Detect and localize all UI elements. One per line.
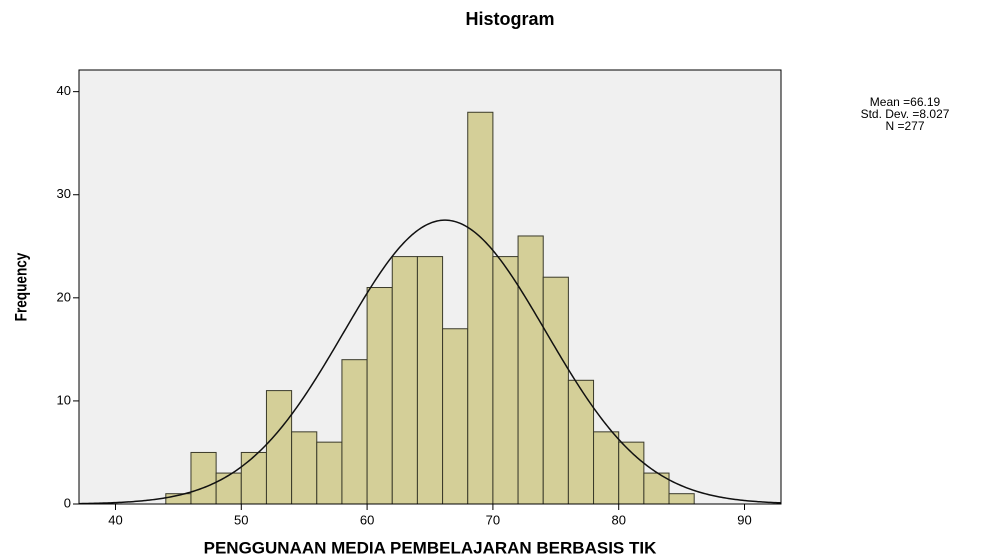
bar bbox=[240, 451, 267, 505]
stat-label: N =277 bbox=[885, 119, 924, 133]
bar bbox=[391, 256, 418, 505]
stat-label: Std. Dev. =8.027 bbox=[861, 107, 950, 121]
x-axis-label: PENGGUNAAN MEDIA PEMBELAJARAN BERBASIS T… bbox=[204, 538, 657, 557]
bar bbox=[265, 390, 293, 505]
plot-border bbox=[78, 69, 782, 505]
normal-curve bbox=[78, 219, 782, 505]
x-tick-label: 90 bbox=[737, 512, 751, 527]
y-tick-label: 0 bbox=[64, 495, 71, 510]
x-tick-label: 60 bbox=[360, 512, 374, 527]
bar bbox=[215, 472, 242, 505]
y-tick-label: 10 bbox=[57, 392, 71, 407]
y-tick-label: 40 bbox=[57, 83, 71, 98]
bar bbox=[416, 256, 444, 505]
bar bbox=[190, 451, 217, 505]
x-tick-label: 40 bbox=[108, 512, 122, 527]
y-axis-label: Frequency bbox=[12, 252, 31, 321]
bar bbox=[542, 276, 569, 505]
bar bbox=[492, 256, 519, 505]
bar bbox=[366, 287, 393, 505]
x-tick-label: 50 bbox=[234, 512, 248, 527]
bar bbox=[467, 111, 494, 505]
y-tick-label: 20 bbox=[57, 289, 71, 304]
stat-label: Mean =66.19 bbox=[870, 95, 941, 109]
x-tick-label: 80 bbox=[611, 512, 625, 527]
bar bbox=[668, 493, 695, 505]
y-tick-label: 30 bbox=[57, 186, 71, 201]
chart-title: Histogram bbox=[465, 9, 554, 29]
bar bbox=[316, 441, 343, 505]
bar bbox=[567, 379, 595, 505]
bar bbox=[341, 359, 368, 505]
bar bbox=[291, 431, 318, 505]
x-tick-label: 70 bbox=[486, 512, 500, 527]
bar bbox=[517, 235, 544, 505]
bar bbox=[442, 328, 469, 505]
bar bbox=[593, 431, 620, 505]
